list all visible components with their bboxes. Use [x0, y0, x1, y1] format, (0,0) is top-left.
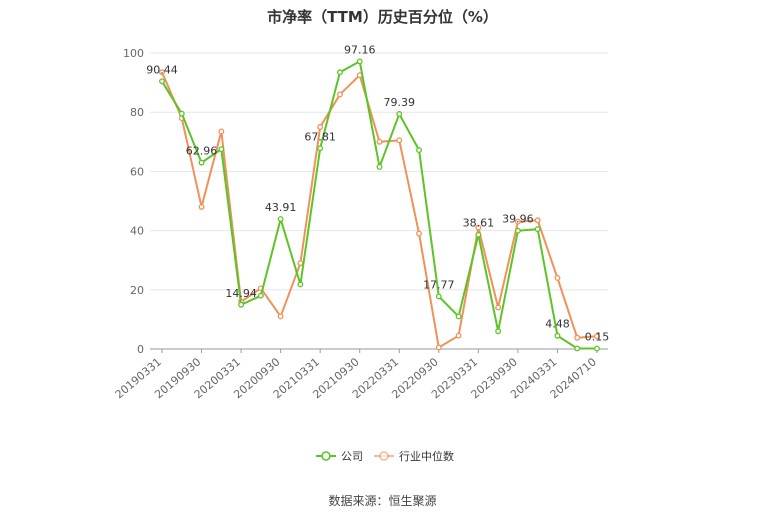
- series-0-point: [356, 58, 363, 65]
- series-1-point: [198, 203, 205, 210]
- data-label: 67.81: [304, 130, 336, 143]
- grid-lines: [150, 52, 608, 350]
- series-0-point: [416, 147, 422, 154]
- series-0-point: [238, 301, 245, 308]
- series-0-point: [455, 313, 462, 320]
- series-0-point: [297, 281, 304, 288]
- data-label: 17.77: [423, 278, 455, 291]
- y-tick-label: 60: [130, 165, 144, 178]
- series-line-1: [161, 71, 598, 349]
- series-0-point: [554, 332, 561, 339]
- series-1-point: [534, 217, 541, 224]
- data-label: 39.96: [502, 213, 534, 226]
- series-0-point: [475, 231, 482, 238]
- series-0-point: [218, 146, 225, 153]
- data-label: 79.39: [384, 96, 416, 109]
- series-1-point: [376, 138, 383, 145]
- series-1-point: [337, 91, 343, 98]
- series-1-point: [317, 124, 324, 130]
- series-0-point: [435, 293, 442, 300]
- series-line-0: [161, 60, 598, 350]
- series-0-point: [257, 292, 264, 299]
- series-0-point: [396, 111, 403, 117]
- series-0-point: [159, 78, 165, 85]
- series-1-point: [277, 313, 284, 320]
- series-1-point: [554, 275, 561, 281]
- series-0-point: [198, 159, 205, 166]
- series-1-point: [159, 69, 165, 76]
- series-0-point: [277, 216, 284, 222]
- series-1-point: [475, 224, 482, 231]
- series-0-point: [337, 69, 343, 76]
- y-tick-label: 80: [130, 106, 144, 119]
- series-1-point: [416, 230, 422, 237]
- series-1-point: [396, 137, 403, 144]
- legend-label: 行业中位数: [399, 449, 454, 463]
- series-0-point: [594, 345, 600, 352]
- series-1-point: [297, 260, 304, 267]
- y-tick-label: 100: [123, 47, 144, 60]
- series-0-point: [376, 164, 383, 170]
- series-0-point: [178, 110, 185, 117]
- chart-title: 市净率（TTM）历史百分位（%）: [267, 8, 498, 26]
- series-1-point: [574, 334, 581, 341]
- legend-item-0[interactable]: 公司: [316, 450, 363, 463]
- y-tick-label: 40: [130, 225, 144, 238]
- legend-marker: [321, 451, 331, 461]
- y-tick-label: 20: [130, 284, 144, 297]
- data-label: 38.61: [463, 217, 495, 230]
- legend-symbol-icon: [316, 451, 336, 461]
- y-tick-label: 0: [137, 343, 144, 356]
- data-label: 4.48: [545, 318, 570, 331]
- series-0-point: [514, 227, 521, 234]
- data-label: 0.15: [585, 331, 610, 344]
- series-1-point: [435, 344, 442, 351]
- series-0-point: [317, 145, 324, 152]
- series-1-point: [218, 128, 225, 135]
- data-label: 14.94: [225, 287, 257, 300]
- series-0-point: [534, 226, 541, 233]
- series-1-point: [514, 218, 521, 225]
- series-lines: [159, 58, 600, 352]
- series-0-point: [574, 345, 581, 352]
- series-1-point: [455, 332, 462, 339]
- data-label: 62.96: [186, 145, 218, 158]
- series-1-point: [594, 333, 600, 340]
- legend-symbol-icon: [374, 451, 394, 461]
- data-label: 43.91: [265, 201, 297, 214]
- legend[interactable]: 公司 行业中位数: [316, 449, 454, 463]
- data-label: 90.44: [146, 63, 178, 76]
- data-labels: 90.44 62.96 14.94 43.91 67.81 97.16 79.39 17.77…: [146, 43, 609, 343]
- series-0-point: [495, 328, 502, 335]
- legend-item-1[interactable]: 行业中位数: [374, 449, 454, 463]
- legend-marker: [379, 451, 389, 461]
- series-1-point: [495, 304, 502, 311]
- legend-label: 公司: [341, 450, 363, 463]
- data-label: 97.16: [344, 43, 376, 56]
- source-note: 数据来源：恒生聚源: [328, 494, 437, 508]
